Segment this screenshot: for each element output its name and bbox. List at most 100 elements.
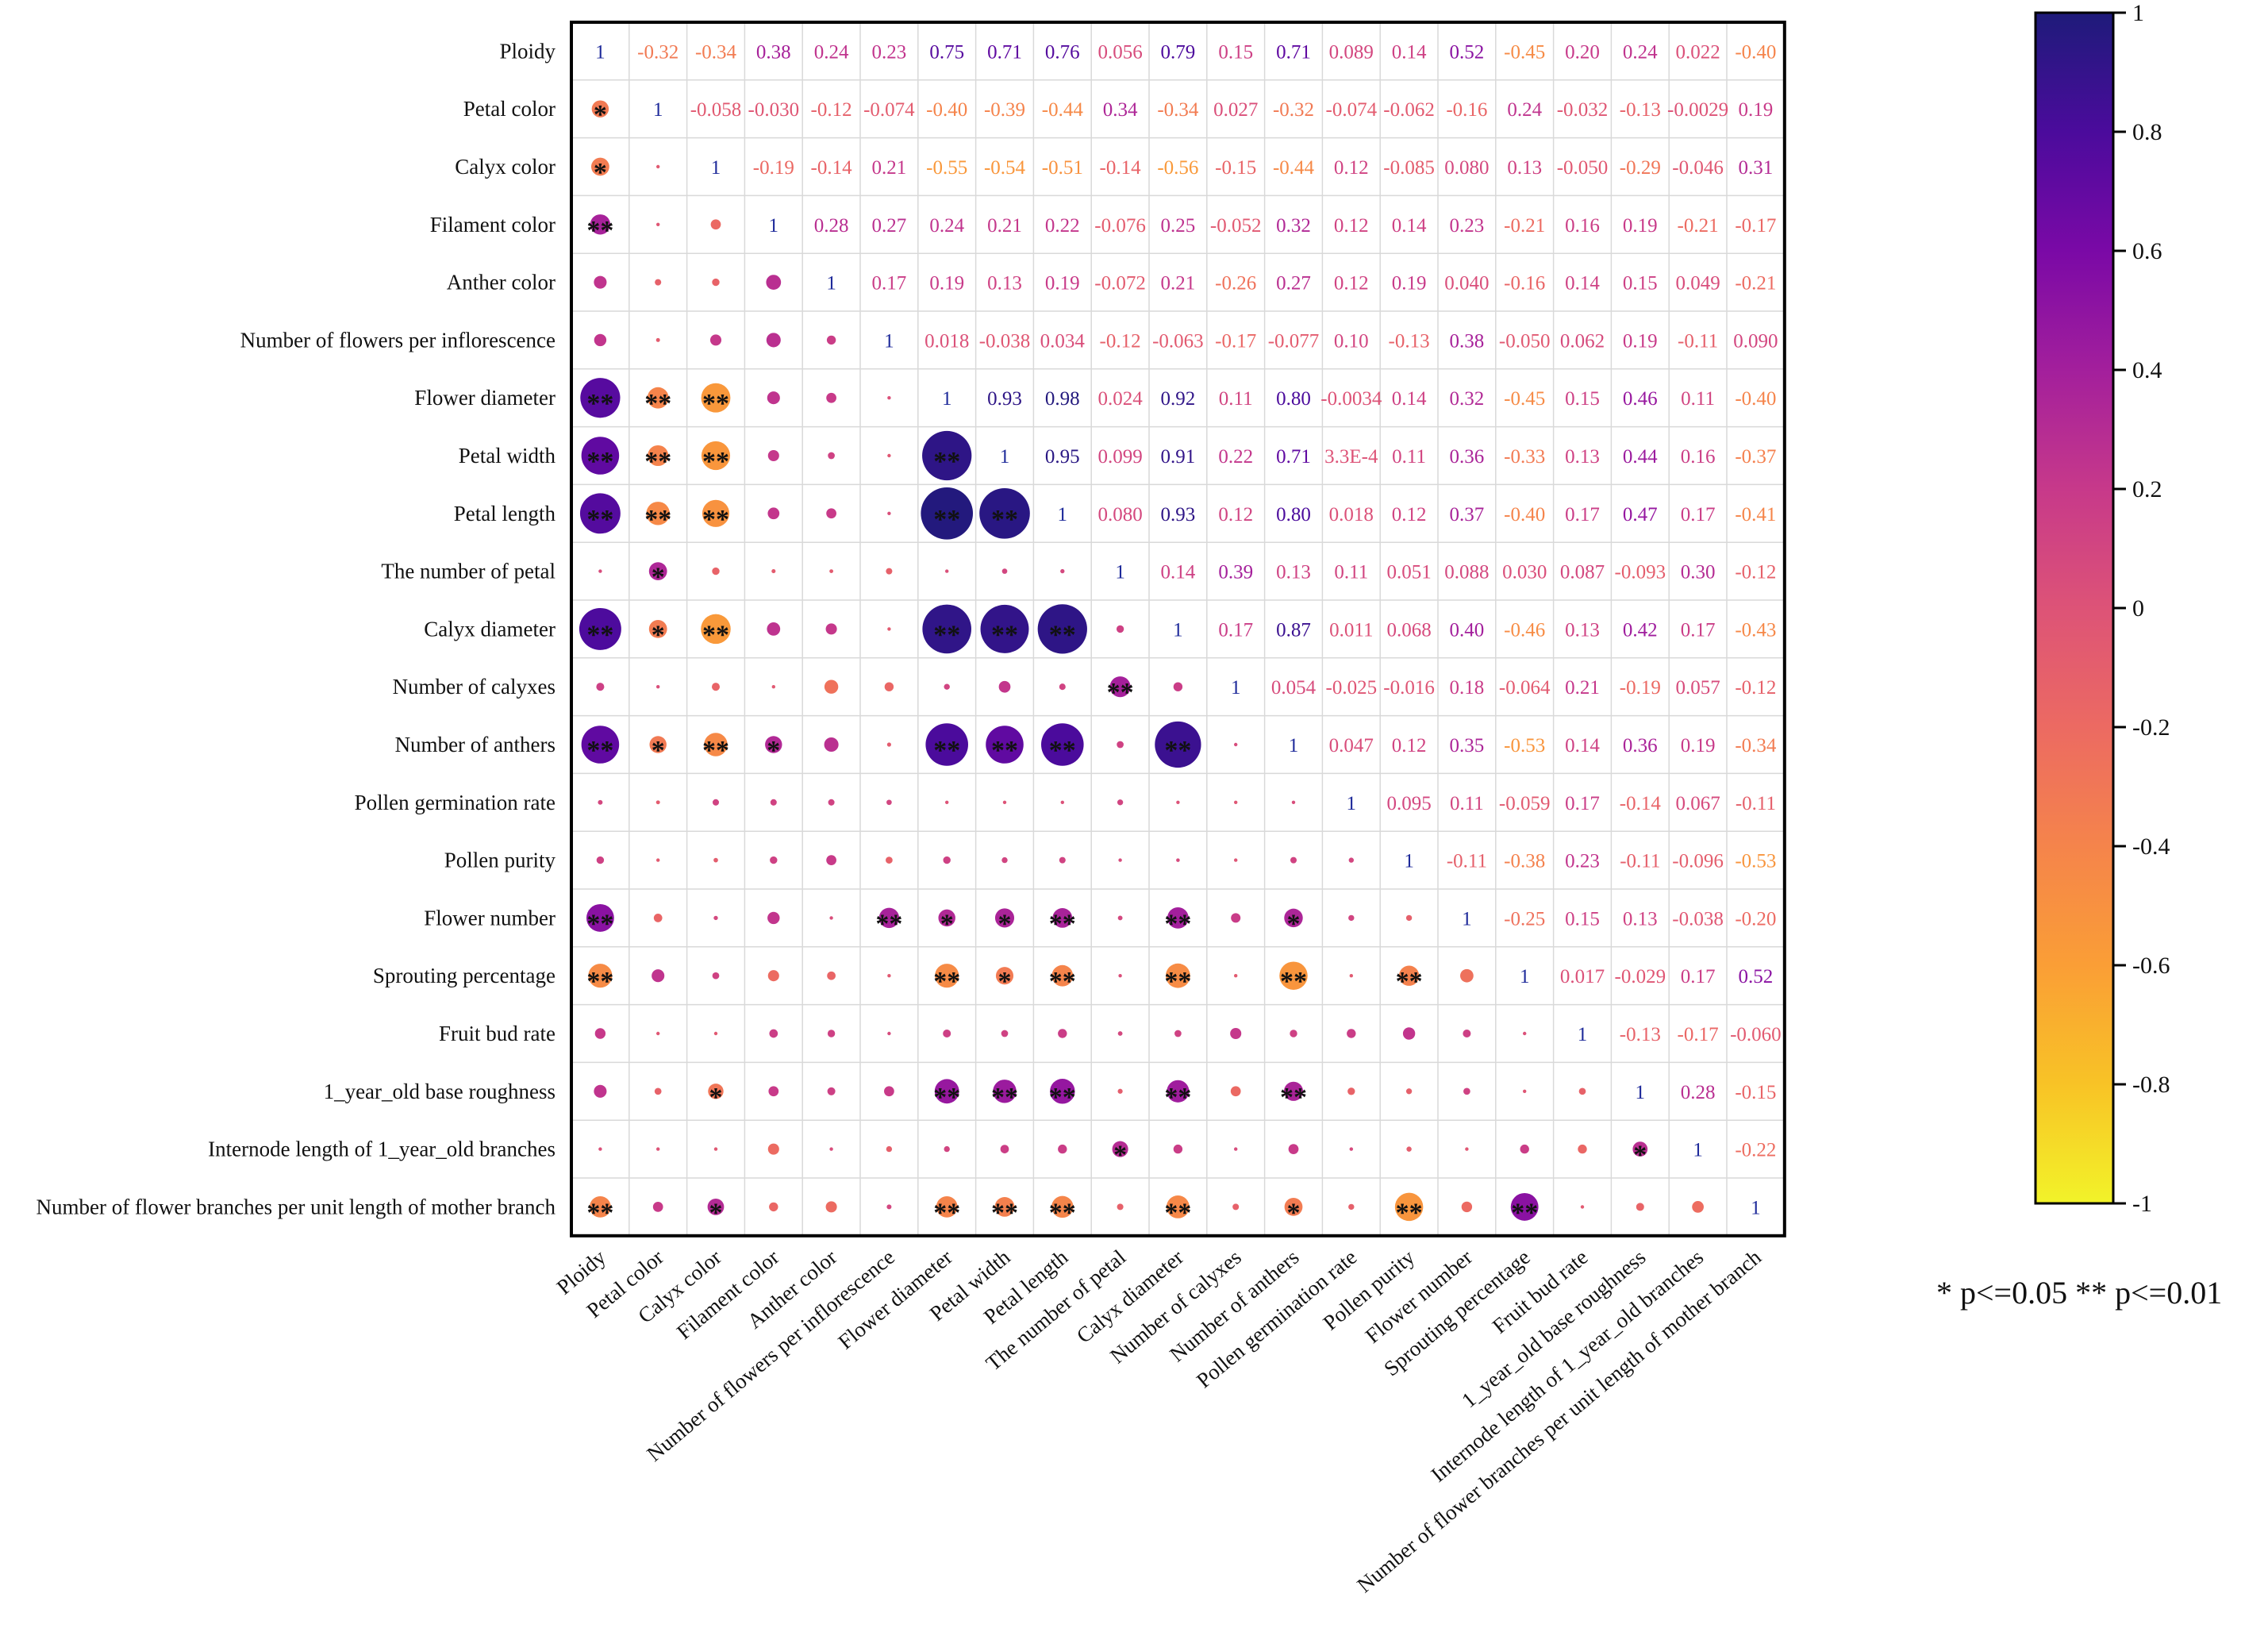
colorbar-tick-label: 1: [2132, 0, 2144, 26]
significance-mark-6-1: **: [644, 389, 671, 418]
significance-mark-16-7: *: [998, 967, 1012, 996]
corr-circle-20-8: [1051, 1195, 1074, 1218]
corr-circle-20-12: [1284, 1198, 1303, 1216]
corr-circle-17-3: [769, 1029, 778, 1038]
cell-value-11-17: 0.21: [1565, 677, 1600, 699]
corr-circle-10-1: [648, 620, 667, 638]
corr-circle-19-14: [1406, 1146, 1412, 1152]
cell-value-8-14: 0.12: [1392, 504, 1427, 525]
corr-circle-17-2: [713, 1031, 718, 1036]
corr-circle-16-9: [1118, 974, 1122, 978]
cell-value-9-20: -0.12: [1735, 562, 1776, 583]
cell-value-8-15: 0.37: [1450, 504, 1485, 525]
significance-mark-12-6: **: [933, 736, 960, 765]
corr-circle-13-12: [1291, 800, 1296, 804]
cell-value-18-19: 0.28: [1681, 1082, 1716, 1103]
cell-value-5-12: -0.077: [1268, 330, 1320, 352]
cell-value-3-20: -0.17: [1735, 215, 1776, 237]
row-label-19: Internode length of 1_year_old branches: [208, 1138, 555, 1161]
corr-circle-11-3: [771, 685, 775, 689]
cell-value-15-15: 1: [1462, 908, 1472, 930]
corr-circle-16-11: [1234, 974, 1238, 978]
cell-value-17-20: -0.060: [1730, 1024, 1782, 1045]
corr-circle-13-7: [1002, 800, 1007, 804]
corr-circle-14-12: [1290, 856, 1297, 864]
corr-circle-13-9: [1117, 799, 1124, 806]
corr-circle-3-1: [656, 222, 660, 226]
cell-value-0-1: -0.32: [637, 41, 678, 63]
corr-circle-17-14: [1402, 1027, 1416, 1040]
significance-mark-12-1: *: [652, 736, 665, 765]
corr-circle-8-4: [826, 508, 836, 519]
corr-circle-12-7: [986, 726, 1024, 764]
corr-circle-19-4: [829, 1147, 833, 1151]
cell-value-2-4: -0.14: [811, 157, 853, 179]
significance-mark-15-12: *: [1287, 909, 1301, 938]
corr-circle-18-15: [1463, 1087, 1470, 1095]
corr-circle-6-5: [887, 396, 891, 400]
cell-value-12-17: 0.14: [1565, 735, 1600, 756]
cell-value-5-13: 0.10: [1334, 330, 1369, 352]
cell-value-15-20: -0.20: [1735, 908, 1776, 930]
cell-value-1-5: -0.074: [863, 99, 915, 121]
cell-value-1-6: -0.40: [926, 99, 967, 121]
corr-circle-11-0: [596, 683, 605, 691]
cell-value-0-20: -0.40: [1735, 41, 1776, 63]
corr-circle-13-5: [886, 799, 892, 806]
corr-circle-16-4: [827, 971, 836, 980]
corr-circle-7-2: [701, 441, 731, 471]
corr-circle-14-5: [886, 856, 893, 864]
corr-circle-11-7: [998, 680, 1011, 693]
cell-value-13-19: 0.067: [1675, 793, 1720, 814]
significance-mark-12-2: **: [702, 736, 729, 765]
row-label-0: Ploidy: [499, 39, 555, 63]
cell-value-10-10: 1: [1173, 619, 1183, 641]
row-label-6: Flower diameter: [414, 386, 555, 410]
cell-value-1-8: -0.44: [1042, 99, 1084, 121]
corr-circle-10-8: [1037, 604, 1087, 654]
cell-value-8-18: 0.47: [1623, 504, 1658, 525]
cell-value-3-15: 0.23: [1450, 215, 1485, 237]
significance-mark-15-5: **: [875, 909, 902, 938]
cell-value-6-18: 0.46: [1623, 388, 1658, 410]
cell-value-16-16: 1: [1520, 966, 1530, 987]
corr-circle-1-0: [591, 100, 609, 117]
cell-value-5-7: -0.038: [979, 330, 1031, 352]
cell-value-4-9: -0.072: [1094, 273, 1146, 294]
cell-value-5-20: 0.090: [1733, 330, 1778, 352]
cell-value-8-13: 0.018: [1329, 504, 1374, 525]
cell-value-3-19: -0.21: [1678, 215, 1719, 237]
corr-circle-13-10: [1176, 800, 1180, 804]
row-label-15: Flower number: [424, 906, 555, 930]
corr-circle-10-4: [825, 623, 837, 635]
row-label-13: Pollen germination rate: [355, 791, 555, 814]
corr-circle-19-17: [1578, 1144, 1587, 1154]
significance-mark-16-14: **: [1396, 967, 1423, 996]
cell-value-13-14: 0.095: [1386, 793, 1431, 814]
significance-mark-7-1: **: [644, 447, 671, 476]
cell-value-6-6: 1: [942, 388, 952, 410]
cell-value-11-18: -0.19: [1620, 677, 1661, 699]
cell-value-2-17: -0.050: [1557, 157, 1609, 179]
corr-circle-5-0: [594, 333, 607, 347]
cell-value-2-6: -0.55: [926, 157, 967, 179]
corr-circle-5-4: [826, 335, 836, 345]
row-label-8: Petal length: [454, 502, 556, 525]
cell-value-0-4: 0.24: [814, 41, 849, 63]
cell-value-16-20: 0.52: [1739, 966, 1774, 987]
cell-value-2-11: -0.15: [1215, 157, 1256, 179]
cell-value-13-18: -0.14: [1620, 793, 1662, 814]
cell-value-9-13: 0.11: [1334, 562, 1368, 583]
cell-value-9-14: 0.051: [1386, 562, 1431, 583]
cell-value-14-17: 0.23: [1565, 851, 1600, 872]
cell-value-9-15: 0.088: [1444, 562, 1489, 583]
cell-value-2-12: -0.44: [1273, 157, 1315, 179]
corr-circle-20-2: [707, 1199, 725, 1215]
cell-value-17-19: -0.17: [1678, 1024, 1719, 1045]
cell-value-9-11: 0.39: [1218, 562, 1253, 583]
row-label-10: Calyx diameter: [424, 617, 555, 641]
significance-mark-20-10: **: [1164, 1198, 1191, 1227]
significance-mark-8-6: **: [933, 505, 960, 534]
corr-circle-6-1: [647, 387, 669, 409]
row-label-1: Petal color: [463, 97, 555, 121]
